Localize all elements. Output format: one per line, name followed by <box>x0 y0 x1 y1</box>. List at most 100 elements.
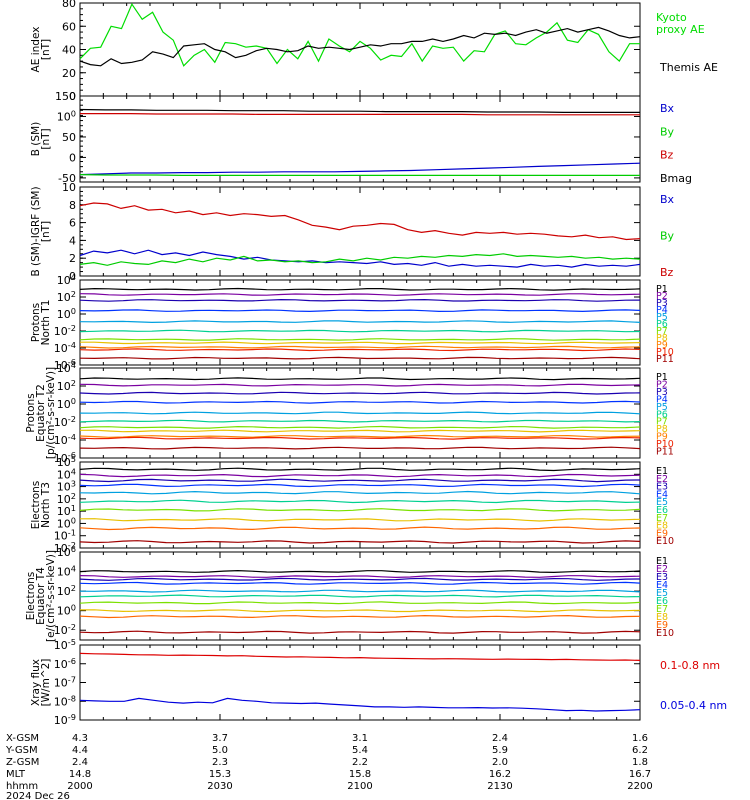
legend-p7: P7 <box>656 326 668 337</box>
series-line-p10 <box>79 348 641 352</box>
ephemeris-value: 3.1 <box>352 733 368 744</box>
series-line-e1 <box>79 569 641 574</box>
y-tick-label: 101 <box>57 503 76 518</box>
y-tick-label: 100 <box>57 306 76 321</box>
legend-p9: P9 <box>656 340 668 351</box>
y-tick-label: 10-4 <box>54 432 76 447</box>
series-line-e4 <box>79 483 641 488</box>
ephemeris-label: X-GSM <box>6 733 39 744</box>
y-axis-label: [p/(cm²-s-sr-keV)] <box>45 367 57 459</box>
series-line-p10 <box>79 436 641 440</box>
series-line-bz <box>79 202 641 241</box>
series-line-p3 <box>79 298 641 302</box>
ephemeris-value: 4.3 <box>72 733 88 744</box>
series-line-e5 <box>79 589 641 593</box>
series-line-kyoto-proxy-ae <box>79 2 640 67</box>
series-line-p11 <box>79 446 641 450</box>
series-line-e10 <box>79 540 641 544</box>
y-tick-label: 102 <box>57 378 76 393</box>
legend-0-05-0-4-nm: 0.05-0.4 nm <box>660 699 727 712</box>
y-tick-label: 10-1 <box>54 528 76 543</box>
legend-e8: E8 <box>656 612 668 623</box>
ephemeris-value: 2.0 <box>492 757 508 768</box>
series-line-e10 <box>79 630 641 634</box>
y-tick-label: 10-6 <box>54 450 76 465</box>
y-tick-label: 10-6 <box>54 357 76 372</box>
legend-p10: P10 <box>656 347 674 358</box>
panel-frame <box>79 644 641 721</box>
ephemeris-value: 2.4 <box>72 757 88 768</box>
y-tick-label: 106 <box>57 544 76 559</box>
y-axis-label: B (SM)-IGRF (SM) <box>30 186 42 276</box>
ephemeris-value: 16.7 <box>629 769 651 780</box>
y-tick-label: 10-2 <box>54 540 76 555</box>
ephemeris-value: 2100 <box>347 781 372 792</box>
ephemeris-value: 1.8 <box>632 757 648 768</box>
y-axis-label: Equator T2 <box>35 384 47 442</box>
panel-frame <box>79 95 641 183</box>
legend-bmag: Bmag <box>660 172 692 185</box>
series-line-p11 <box>79 356 641 360</box>
legend-p3: P3 <box>656 298 668 309</box>
ephemeris-value: 2030 <box>207 781 232 792</box>
y-tick-label: 10-9 <box>54 712 76 727</box>
legend-e5: E5 <box>656 497 668 508</box>
series-line-0-05-0-4-nm <box>79 697 641 712</box>
legend-p6: P6 <box>656 319 668 330</box>
y-axis-label: Equator T4 <box>35 567 47 625</box>
legend-p2: P2 <box>656 379 668 390</box>
y-axis-label: Protons <box>25 393 37 432</box>
y-tick-label: 0 <box>69 90 76 103</box>
ephemeris-value: 2000 <box>67 781 92 792</box>
y-tick-label: 102 <box>57 289 76 304</box>
series-line-by <box>79 174 640 176</box>
legend-p11: P11 <box>656 354 674 365</box>
y-tick-label: 102 <box>57 491 76 506</box>
y-tick-label: 150 <box>55 90 76 103</box>
legend-p5: P5 <box>656 402 668 413</box>
ephemeris-value: 14.8 <box>69 769 91 780</box>
series-line-p4 <box>79 400 641 404</box>
y-axis-label: [nT] <box>40 128 52 149</box>
y-tick-label: 6 <box>69 217 76 230</box>
series-line-p7 <box>79 338 641 341</box>
legend-p7: P7 <box>656 417 668 428</box>
ephemeris-value: 3.7 <box>212 733 228 744</box>
series-line-p1 <box>79 287 641 291</box>
y-tick-label: 100 <box>57 108 76 123</box>
legend-e1: E1 <box>656 556 668 567</box>
series-line-e3 <box>79 577 641 581</box>
series-line-e6 <box>79 499 641 504</box>
ephemeris-value: 2.4 <box>492 733 508 744</box>
series-line-e2 <box>79 473 641 478</box>
ephemeris-value: 2.3 <box>212 757 228 768</box>
legend-p4: P4 <box>656 394 668 405</box>
legend-e5: E5 <box>656 588 668 599</box>
legend-e1: E1 <box>656 466 668 477</box>
y-tick-label: 10-2 <box>54 323 76 338</box>
ephemeris-value: 5.0 <box>212 745 228 756</box>
panel-3: 0 2 4 6 8 10 B (SM)-IGRF (SM)[nT] Bx By Bz <box>30 181 675 283</box>
y-tick-label: 50 <box>62 131 76 144</box>
y-tick-label: 10-2 <box>54 414 76 429</box>
legend-kyoto-proxy-ae: proxy AE <box>656 23 705 36</box>
legend-kyoto-proxy-ae: Kyoto <box>656 11 687 24</box>
panel-8: 10-9 10-8 10-7 10-6 10-5 Xray flux[W/m^2] 0.1-… <box>30 637 727 727</box>
series-line-p3 <box>79 391 641 395</box>
legend-themis-ae: Themis AE <box>659 61 718 74</box>
ephemeris-value: 15.8 <box>349 769 371 780</box>
y-tick-label: 10-5 <box>54 637 76 652</box>
series-line-p5 <box>79 320 641 324</box>
series-line-e3 <box>79 478 641 483</box>
y-axis-label: Electrons <box>25 572 37 621</box>
ephemeris-value: 4.4 <box>72 745 88 756</box>
y-tick-label: 10-4 <box>54 340 76 355</box>
series-line-p1 <box>79 377 641 381</box>
ephemeris-value: 16.2 <box>489 769 511 780</box>
series-line-0-1-0-8-nm <box>79 652 641 661</box>
series-line-p2 <box>79 293 641 296</box>
legend-e8: E8 <box>656 521 668 532</box>
legend-e6: E6 <box>656 596 668 607</box>
y-tick-label: 2 <box>69 252 76 265</box>
